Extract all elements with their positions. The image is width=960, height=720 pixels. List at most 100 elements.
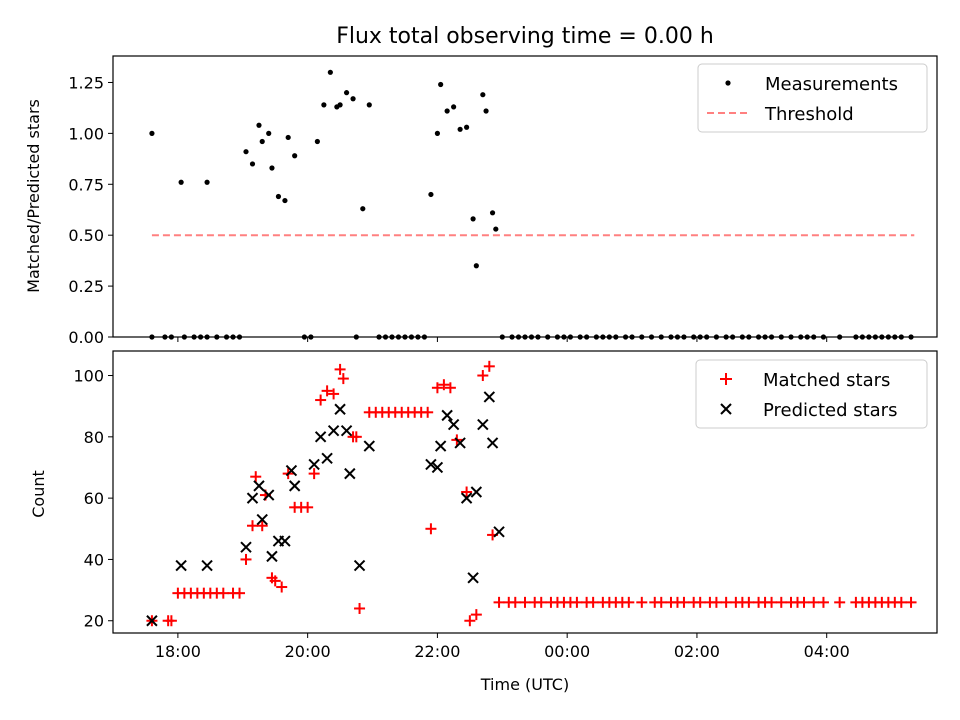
predicted-star-point [454, 437, 466, 449]
measurement-point [464, 124, 470, 130]
chart-title: Flux total observing time = 0.00 h [336, 24, 714, 49]
measurement-point [256, 122, 262, 128]
predicted-star-point [470, 486, 483, 498]
bottom-y-axis-label: Count [29, 470, 48, 518]
matched-star-point [354, 602, 366, 614]
matched-star-point [350, 431, 362, 443]
matched-star-point [256, 520, 268, 532]
measurement-point [259, 138, 265, 145]
predicted-star-point [483, 391, 496, 403]
top-legend: Measurements Threshold [697, 63, 928, 133]
legend-matched-marker [720, 373, 732, 385]
predicted-star-point [308, 458, 320, 471]
measurement-point [457, 126, 463, 132]
matched-star-point [571, 596, 583, 608]
measurement-point [249, 161, 256, 167]
matched-star-point [276, 581, 288, 593]
top-y-tick-label: 0.00 [68, 328, 104, 347]
measurement-point [493, 226, 499, 232]
bottom-y-tick-label: 80 [84, 428, 104, 447]
measurement-point [282, 197, 288, 204]
matched-star-point [321, 385, 333, 397]
measurement-point [480, 92, 486, 98]
matched-star-point [766, 596, 778, 608]
matched-star-point [775, 596, 787, 608]
matched-star-point [834, 596, 846, 608]
matched-star-point [623, 596, 635, 608]
bottom-y-tick-label: 40 [84, 550, 104, 569]
legend-predicted-marker [720, 403, 732, 415]
legend-predicted-label: Predicted stars [763, 400, 897, 421]
x-tick-label: 04:00 [804, 642, 850, 661]
matched-star-point [234, 587, 246, 599]
predicted-star-point [256, 513, 268, 526]
measurement-point [444, 108, 450, 114]
counts-panel: Count Time (UTC) 20 40 60 80 100 18:00 20:00 22… [29, 350, 938, 694]
matched-star-point [587, 596, 599, 608]
predicted-star-point [344, 467, 356, 480]
measurement-point [266, 130, 272, 136]
bottom-y-tick-label: 100 [73, 367, 104, 386]
measurement-point [350, 96, 356, 102]
measurement-point [470, 216, 476, 222]
bottom-y-tick-label: 60 [84, 489, 104, 508]
matched-star-point [240, 553, 252, 565]
predicted-star-point [175, 559, 187, 572]
predicted-star-point [314, 431, 327, 443]
matched-star-point [165, 615, 177, 627]
predicted-star-point [288, 480, 301, 492]
matched-star-point [217, 587, 229, 599]
matched-star-point [328, 388, 340, 400]
matched-star-point [808, 596, 820, 608]
measurement-point [204, 179, 210, 185]
matched-star-point [655, 596, 667, 608]
matched-star-point [798, 596, 810, 608]
x-tick-label: 20:00 [285, 642, 331, 661]
matched-star-point [461, 486, 473, 498]
legend-matched-label: Matched stars [763, 370, 890, 391]
predicted-star-point [431, 461, 444, 474]
measurement-point [269, 165, 275, 171]
bottom-legend-box [695, 359, 928, 429]
predicted-star-point [246, 492, 259, 504]
matched-star-point [743, 596, 755, 608]
predicted-star-point [441, 409, 453, 422]
matched-star-point [246, 520, 258, 532]
legend-measurements-marker [725, 80, 731, 86]
bottom-y-tick-label: 20 [84, 612, 104, 631]
top-y-tick-label: 0.50 [68, 226, 104, 245]
x-axis-label: Time (UTC) [480, 675, 569, 694]
top-legend-box [697, 63, 928, 133]
predicted-star-point [425, 458, 437, 471]
measurement-point [451, 104, 457, 110]
measurement-point [438, 81, 444, 88]
measurement-point [275, 193, 282, 200]
matched-star-point [315, 394, 327, 406]
matched-star-point [438, 379, 450, 391]
x-tick-label: 18:00 [155, 642, 201, 661]
predicted-star-point [334, 403, 346, 415]
top-y-tick-label: 1.25 [68, 73, 104, 92]
top-ticks: 0.00 0.25 0.50 0.75 1.00 1.25 [68, 73, 828, 347]
measurement-point [473, 263, 479, 269]
measurement-point [178, 179, 184, 185]
predicted-star-point [279, 535, 291, 547]
measurement-point [434, 130, 441, 136]
measurement-point [483, 108, 489, 114]
matched-star-point [308, 468, 320, 480]
predicted-star-point [321, 452, 333, 464]
matched-star-point [720, 596, 732, 608]
measurement-point [337, 102, 343, 108]
x-tick-label: 00:00 [544, 642, 590, 661]
predicted-star-point [467, 572, 479, 584]
measurement-point [149, 130, 155, 136]
measurement-point [292, 153, 298, 159]
matched-star-point [470, 609, 482, 621]
measurement-point [343, 90, 350, 96]
matched-star-point [535, 596, 547, 608]
matched-star-point [678, 596, 690, 608]
matched-star-point [493, 596, 505, 608]
matched-star-point [483, 360, 495, 372]
predicted-star-point [285, 464, 298, 477]
